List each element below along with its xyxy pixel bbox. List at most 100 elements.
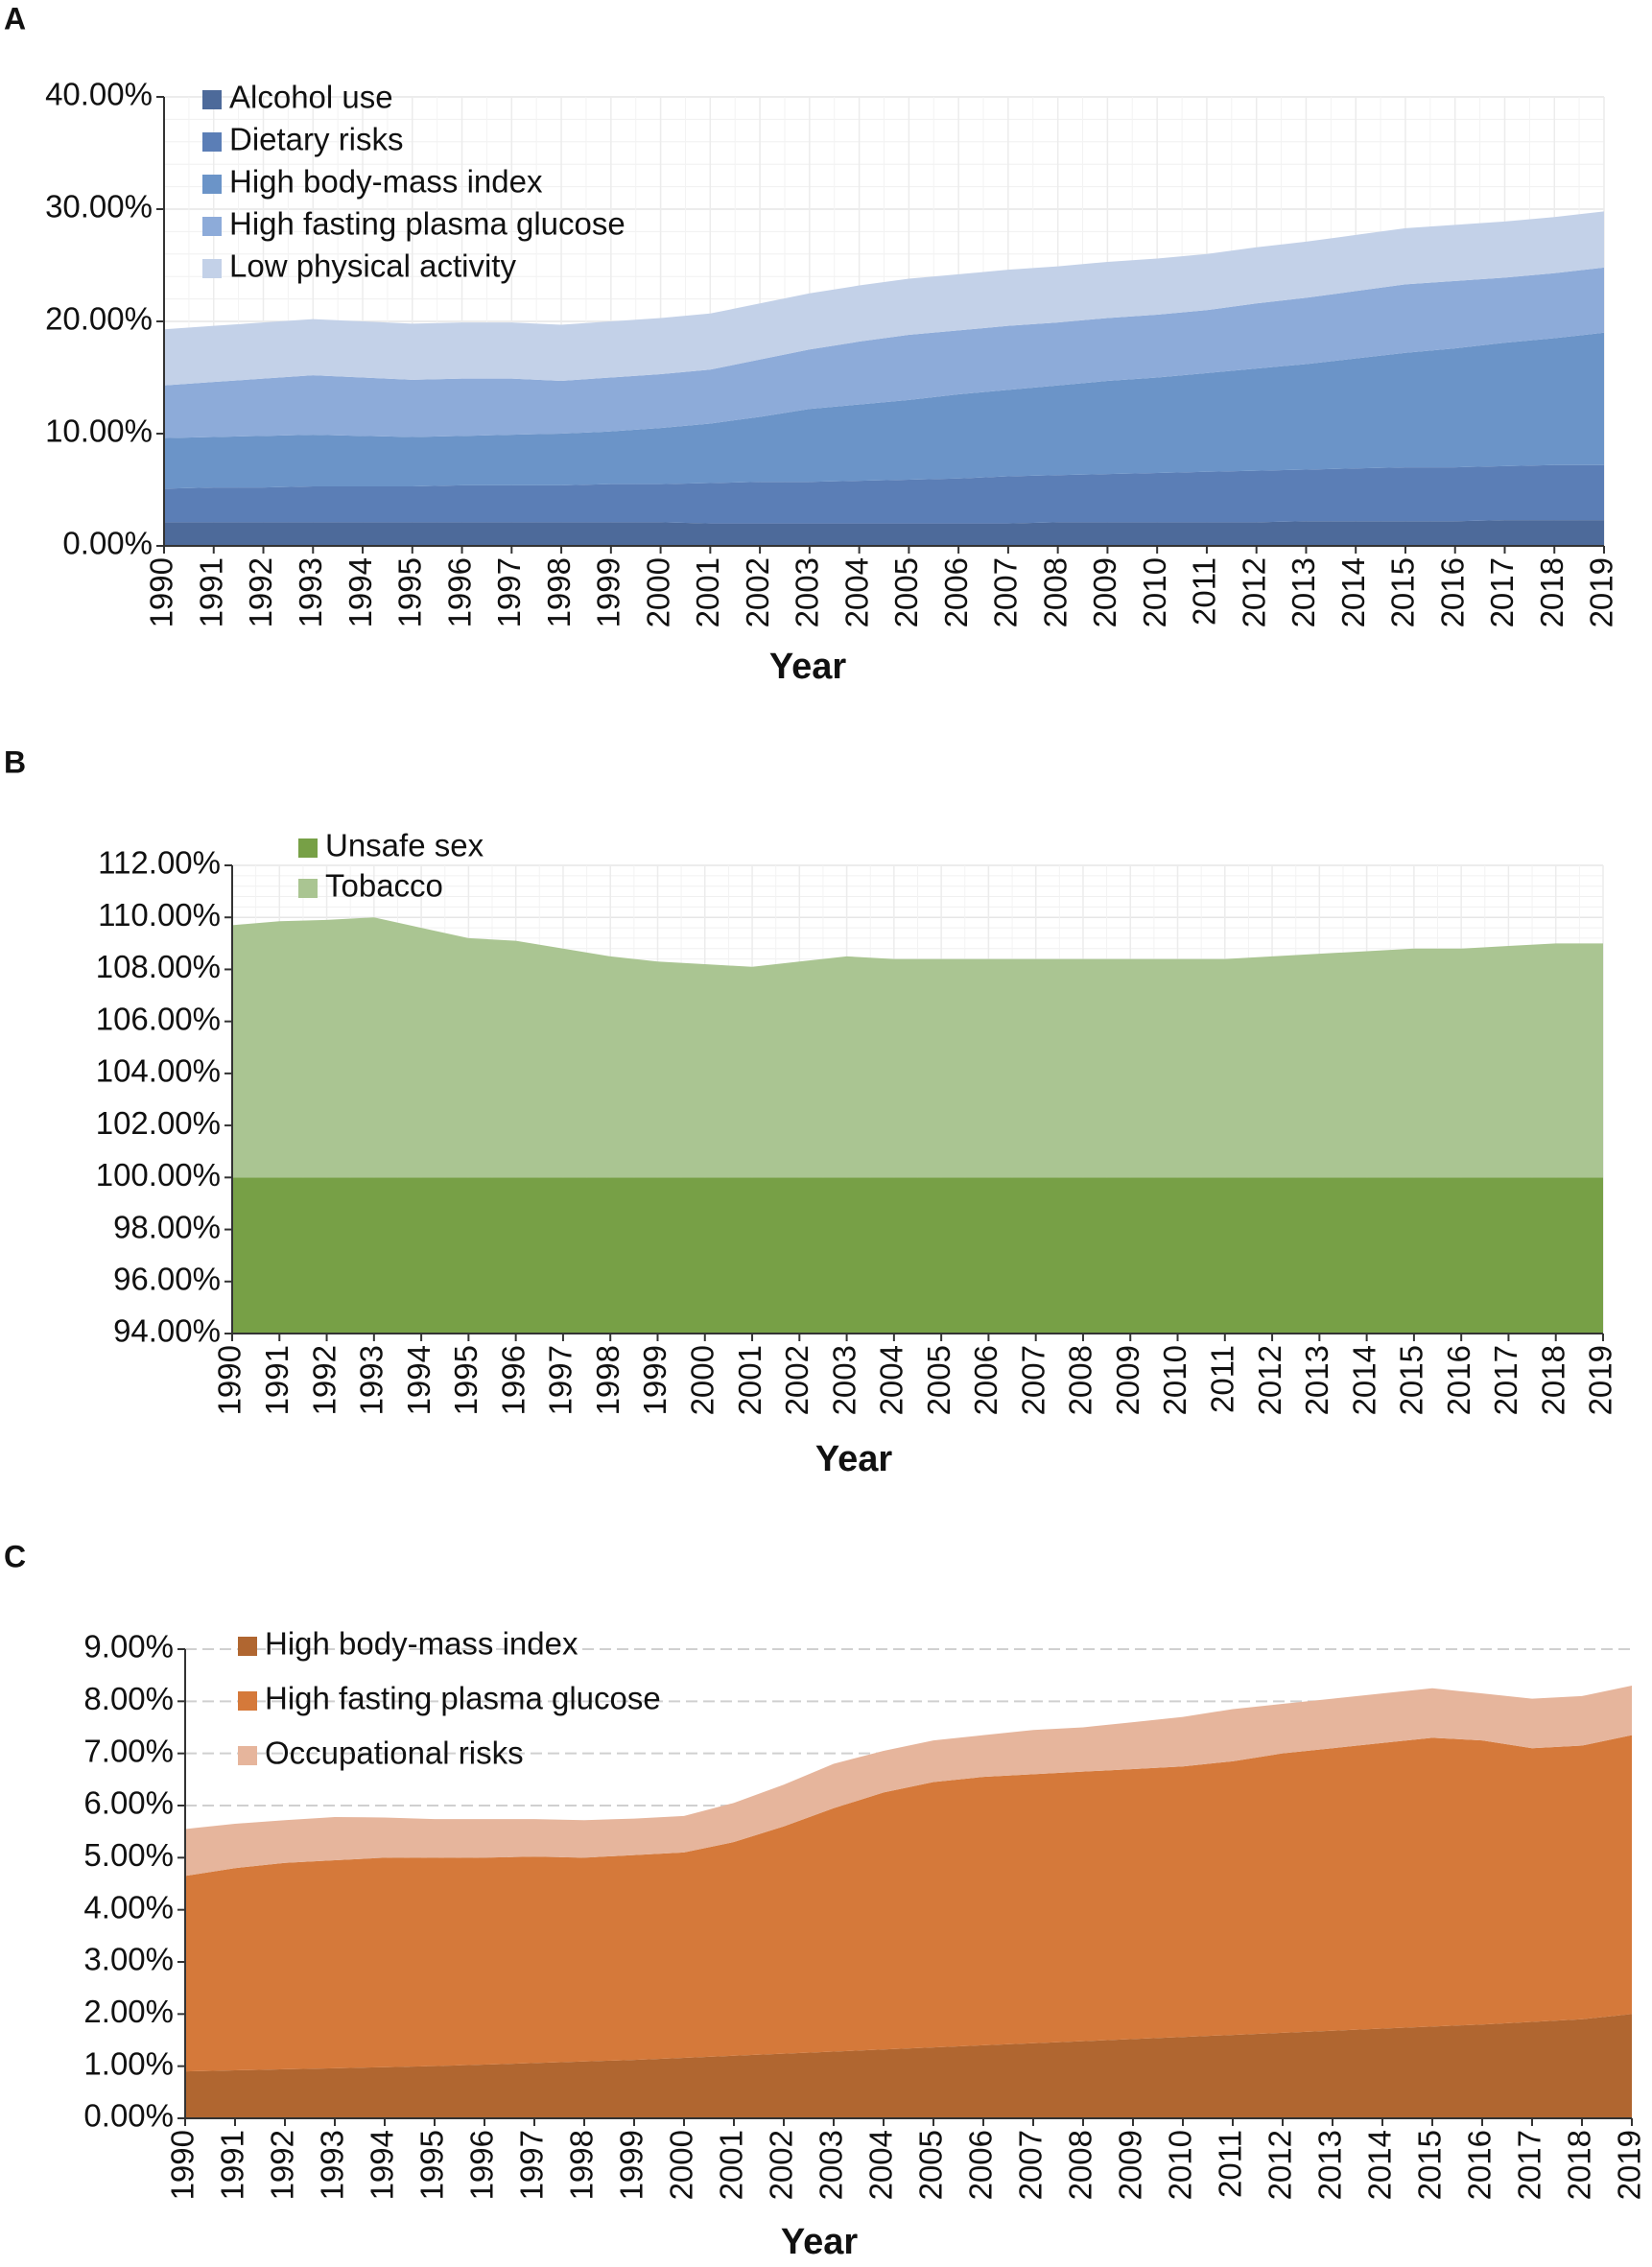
x-tick-label: 2002 (740, 557, 775, 627)
x-tick-label: 1990 (165, 2130, 201, 2200)
legend-swatch (202, 217, 222, 236)
x-tick-label: 2011 (1213, 2130, 1248, 2198)
area (232, 1177, 1603, 1334)
y-tick-label: 4.00% (83, 1889, 174, 1925)
x-tick-label: 2019 (1584, 557, 1619, 627)
area (164, 267, 1604, 438)
y-tick-label: 0.00% (62, 526, 153, 561)
x-tick-label: 1999 (637, 1345, 673, 1415)
x-tick-label: 2007 (1013, 2130, 1049, 2200)
x-tick-label: 2015 (1394, 1345, 1429, 1415)
x-tick-label: 2007 (988, 557, 1024, 627)
x-tick-label: 1993 (354, 1345, 389, 1415)
plot-area (164, 211, 1604, 546)
x-tick-label: 1993 (315, 2130, 350, 2200)
x-tick-label: 2009 (1087, 557, 1122, 627)
x-tick-label: 1990 (144, 557, 179, 627)
x-tick-label: 2013 (1312, 2130, 1348, 2200)
x-tick-label: 2008 (1037, 557, 1073, 627)
x-tick-label: 2005 (913, 2130, 949, 2200)
y-tick-label: 112.00% (98, 845, 221, 881)
x-tick-label: 1996 (441, 557, 477, 627)
x-tick-label: 2000 (684, 1345, 720, 1415)
plot-area (185, 1686, 1632, 2118)
area (164, 464, 1604, 524)
y-tick-label: 6.00% (83, 1785, 174, 1821)
x-tick-label: 1991 (259, 1345, 295, 1415)
x-tick-label: 2002 (764, 2130, 799, 2200)
x-tick-label: 2012 (1263, 2130, 1298, 2200)
x-tick-label: 1997 (543, 1345, 578, 1415)
x-tick-label: 2006 (963, 2130, 999, 2200)
y-tick-label: 1.00% (83, 2045, 174, 2081)
area (185, 1686, 1632, 1877)
x-tick-label: 1998 (541, 557, 577, 627)
x-tick-label: 2017 (1484, 557, 1520, 627)
x-tick-label: 2011 (1205, 1345, 1240, 1413)
legend-label: High body-mass index (265, 1626, 578, 1662)
x-tick-label: 1998 (564, 2130, 600, 2200)
x-tick-label: 2003 (814, 2130, 849, 2200)
x-tick-label: 1999 (591, 557, 626, 627)
y-tick-label: 98.00% (113, 1209, 221, 1244)
x-tick-label: 1992 (243, 557, 278, 627)
x-tick-label: 2008 (1063, 2130, 1098, 2200)
x-tick-label: 2004 (874, 1345, 909, 1415)
y-tick-label: 108.00% (96, 949, 221, 984)
legend-swatch (238, 1746, 257, 1765)
y-tick-label: 8.00% (83, 1681, 174, 1716)
x-axis-title: Year (769, 647, 847, 687)
x-tick-label: 2007 (1015, 1345, 1050, 1415)
x-tick-label: 1993 (293, 557, 328, 627)
x-tick-label: 2013 (1286, 557, 1321, 627)
x-tick-label: 2014 (1346, 1345, 1381, 1415)
x-tick-label: 2017 (1488, 1345, 1523, 1415)
area (185, 1735, 1632, 2072)
legend-label: High fasting plasma glucose (265, 1681, 661, 1716)
x-tick-label: 2015 (1412, 2130, 1448, 2200)
panel-label: C (4, 1539, 26, 1573)
y-tick-label: 3.00% (83, 1942, 174, 1977)
x-tick-label: 2001 (690, 557, 725, 627)
legend-swatch (202, 175, 222, 194)
area (164, 211, 1604, 386)
x-tick-label: 2005 (921, 1345, 956, 1415)
x-tick-label: 2019 (1612, 2130, 1647, 2200)
x-tick-label: 2015 (1385, 557, 1421, 627)
legend-swatch (238, 1637, 257, 1656)
y-tick-label: 110.00% (98, 897, 221, 933)
x-tick-label: 2001 (714, 2130, 749, 2200)
area (232, 917, 1603, 1178)
x-axis-title: Year (815, 1439, 893, 1479)
y-tick-label: 40.00% (45, 77, 153, 112)
y-tick-label: 20.00% (45, 301, 153, 337)
x-tick-label: 1991 (193, 557, 228, 627)
y-tick-label: 5.00% (83, 1837, 174, 1873)
x-tick-label: 2000 (664, 2130, 699, 2200)
x-tick-label: 2010 (1137, 557, 1172, 627)
x-tick-label: 1995 (392, 557, 428, 627)
x-tick-label: 1997 (514, 2130, 550, 2200)
x-tick-label: 1995 (414, 2130, 450, 2200)
x-tick-label: 2000 (640, 557, 675, 627)
x-tick-label: 2011 (1187, 557, 1222, 626)
x-tick-label: 2010 (1157, 1345, 1192, 1415)
x-tick-label: 2006 (968, 1345, 1003, 1415)
y-tick-label: 106.00% (96, 1001, 221, 1036)
x-tick-label: 2009 (1110, 1345, 1145, 1415)
x-tick-label: 2004 (863, 2130, 899, 2200)
y-tick-label: 102.00% (96, 1105, 221, 1141)
x-tick-label: 2005 (888, 557, 924, 627)
legend-swatch (298, 838, 318, 858)
x-tick-label: 1990 (212, 1345, 248, 1415)
y-tick-label: 2.00% (83, 1994, 174, 2029)
x-tick-label: 1996 (495, 1345, 531, 1415)
y-tick-label: 96.00% (113, 1261, 221, 1296)
panel-label: B (4, 744, 26, 779)
x-tick-label: 2018 (1535, 1345, 1570, 1415)
x-tick-label: 2006 (938, 557, 974, 627)
y-tick-label: 104.00% (96, 1053, 221, 1089)
x-tick-label: 2009 (1113, 2130, 1148, 2200)
x-tick-label: 1994 (401, 1345, 437, 1415)
x-tick-label: 1992 (265, 2130, 300, 2200)
